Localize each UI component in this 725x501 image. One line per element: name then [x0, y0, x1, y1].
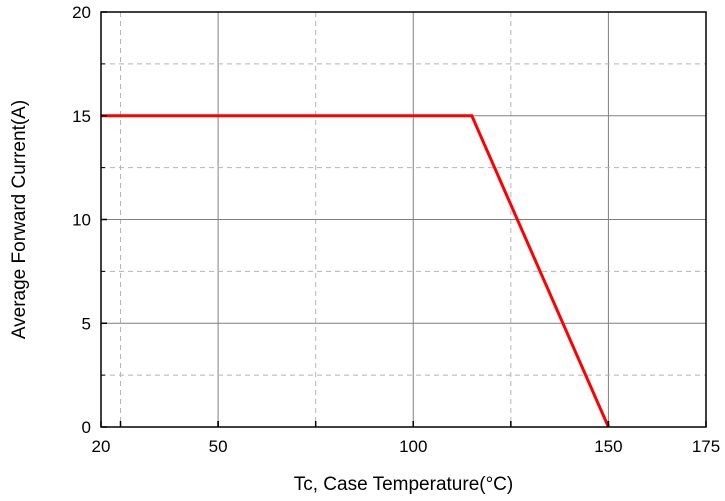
- y-axis-label: Average Forward Current(A): [9, 100, 30, 339]
- x-tick-label: 100: [399, 437, 427, 456]
- y-tick-label: 15: [72, 107, 91, 126]
- y-tick-label: 20: [72, 3, 91, 22]
- axis-ticks: [100, 11, 707, 428]
- y-tick-label: 0: [82, 418, 91, 437]
- x-tick-label: 20: [92, 437, 111, 456]
- series-line: [101, 114, 610, 428]
- x-tick-labels: 20 50 100 150 175: [92, 437, 721, 456]
- y-tick-label: 5: [82, 314, 91, 333]
- x-tick-label: 50: [209, 437, 228, 456]
- y-tick-labels: 0 5 10 15 20: [72, 3, 91, 437]
- y-tick-label: 10: [72, 211, 91, 230]
- series-lines: [101, 114, 610, 428]
- x-tick-label: 175: [692, 437, 720, 456]
- x-axis-label: Tc, Case Temperature(°C): [294, 474, 513, 495]
- x-tick-label: 150: [594, 437, 622, 456]
